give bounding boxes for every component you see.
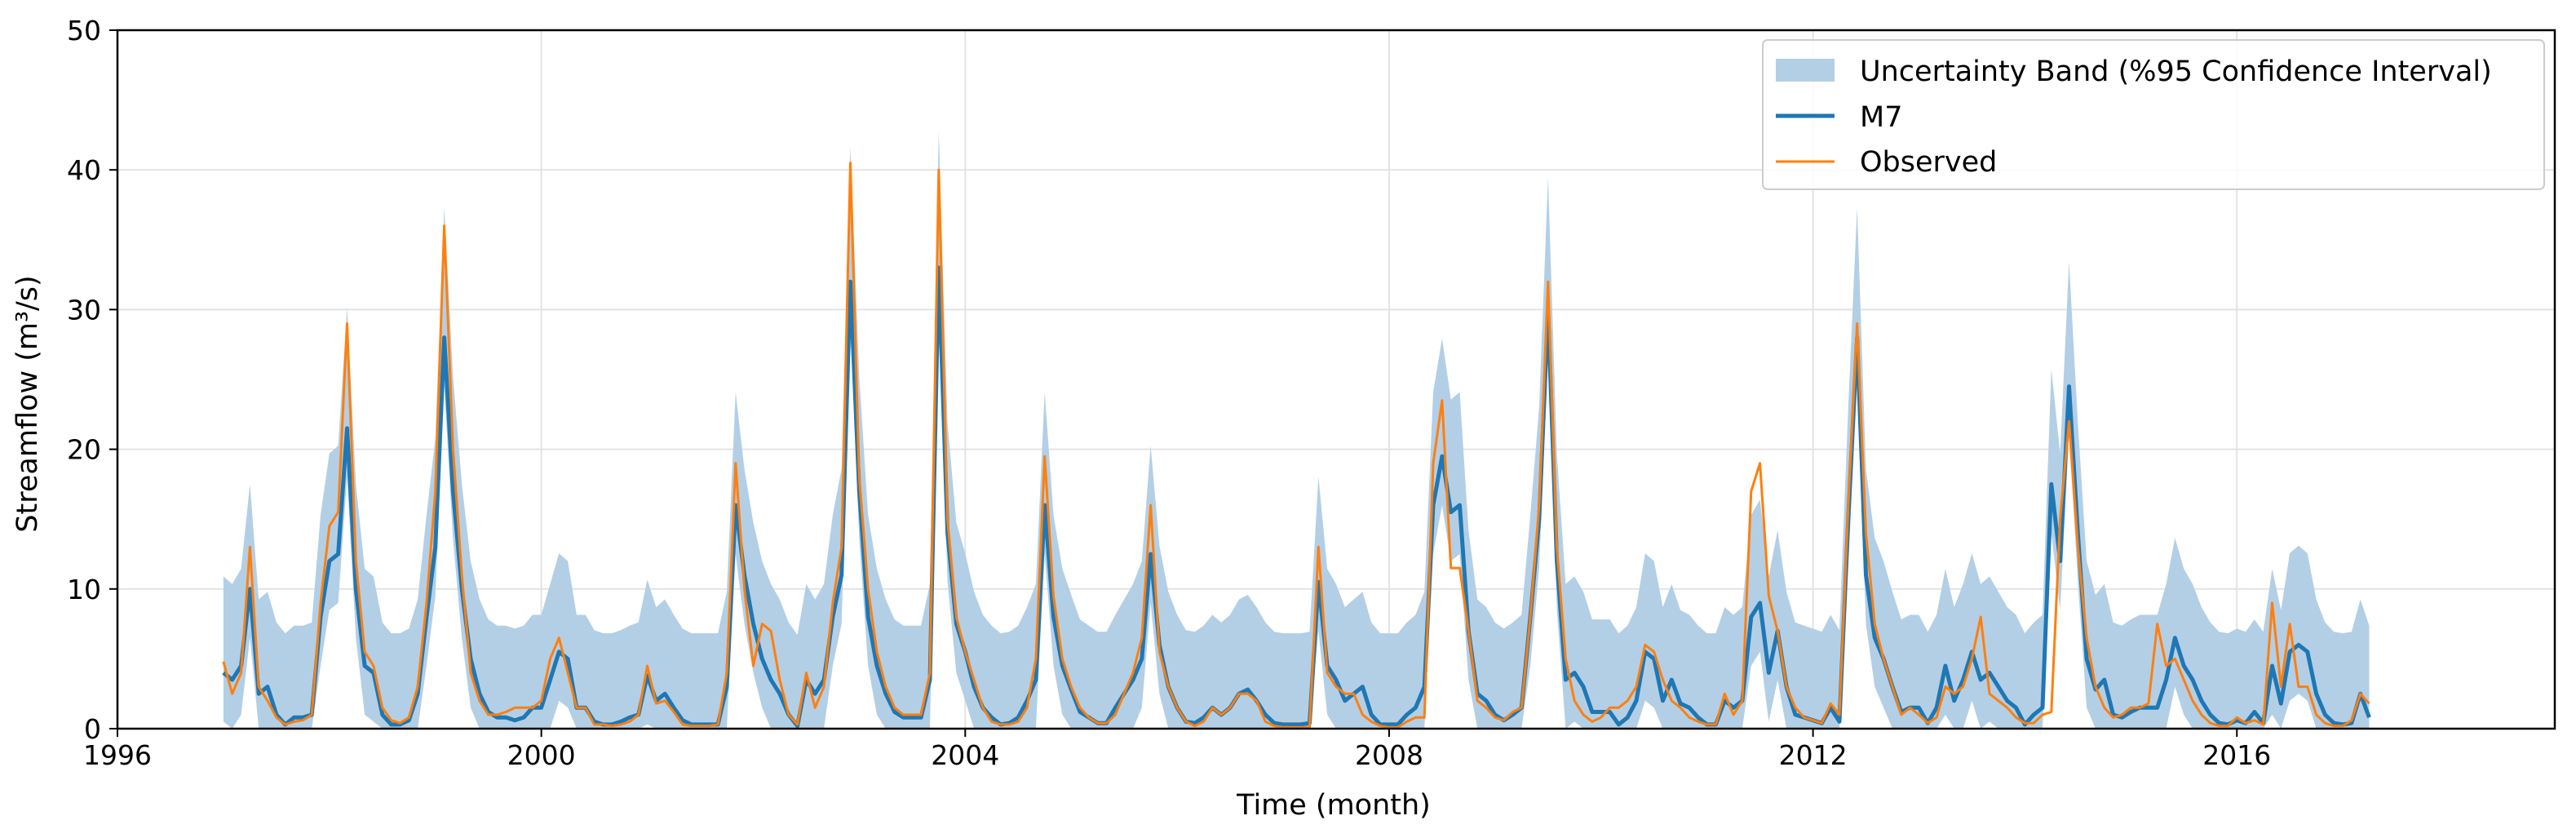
legend-observed-label: Observed [1860,146,1997,179]
y-tick-label: 20 [67,434,101,466]
x-axis-label: Time (month) [1236,789,1431,822]
x-tick-label: 1996 [83,739,152,771]
ticks: 1996 2000 2004 2008 2012 2016 0 10 20 30 40 50 [67,15,2271,771]
legend-m7-label: M7 [1860,101,1902,134]
y-tick-label: 10 [67,574,101,605]
legend-band-label: Uncertainty Band (%95 Confidence Interva… [1860,55,2492,88]
y-tick-label: 30 [67,294,101,326]
uncertainty-band [223,131,2370,729]
x-tick-label: 2004 [931,739,999,771]
uncertainty-band-area [223,131,2370,729]
legend-frame [1762,39,2545,190]
legend: Uncertainty Band (%95 Confidence Interva… [1762,39,2545,190]
x-tick-label: 2008 [1355,739,1423,771]
y-axis-label: Streamflow (m³/s) [11,275,44,532]
y-tick-label: 50 [67,15,101,47]
y-tick-label: 40 [67,154,101,186]
x-tick-label: 2016 [2202,739,2271,771]
x-tick-label: 2000 [507,739,576,771]
x-tick-label: 2012 [1779,739,1848,771]
series-lines [222,162,2371,729]
plot-frame [116,29,2556,730]
series-line-observed [222,162,2370,729]
y-tick-label: 0 [84,713,101,745]
legend-band-swatch [1776,59,1835,82]
axes [116,29,2556,730]
